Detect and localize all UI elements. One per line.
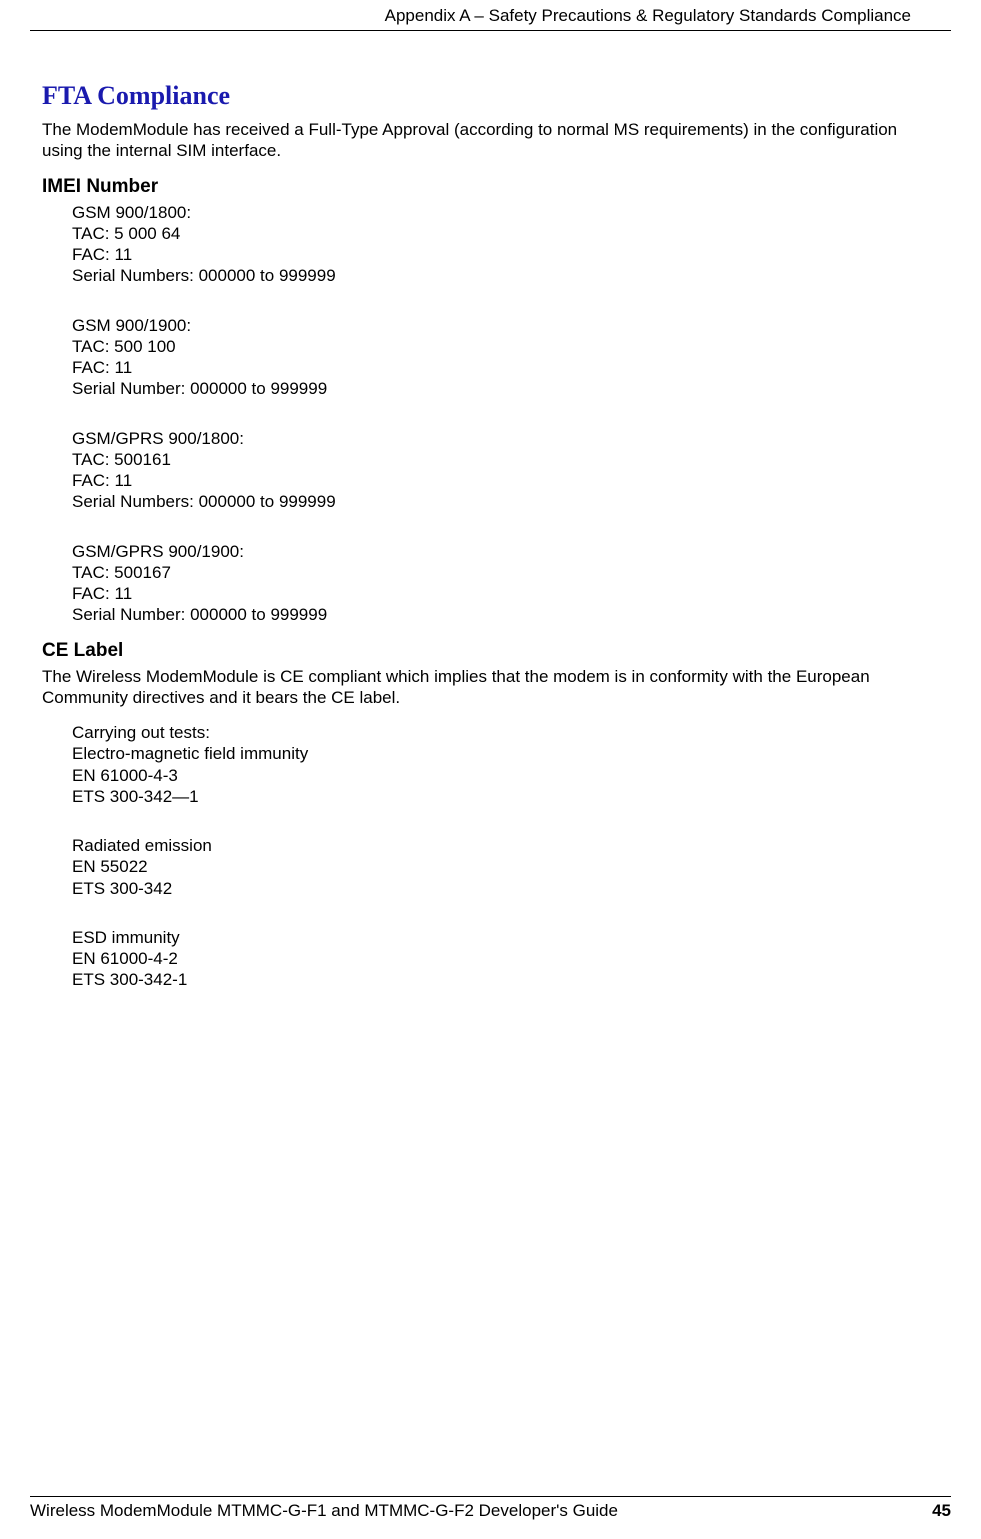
imei-line: TAC: 500 100 xyxy=(72,336,939,357)
page-content: FTA Compliance The ModemModule has recei… xyxy=(0,31,981,991)
imei-line: Serial Numbers: 000000 to 999999 xyxy=(72,265,939,286)
ce-line: ETS 300-342 xyxy=(72,878,939,899)
document-page: Appendix A – Safety Precautions & Regula… xyxy=(0,0,981,1539)
ce-line: EN 61000-4-3 xyxy=(72,765,939,786)
page-number: 45 xyxy=(932,1501,951,1521)
imei-block-2: GSM/GPRS 900/1800: TAC: 500161 FAC: 11 S… xyxy=(42,428,939,513)
imei-line: Serial Number: 000000 to 999999 xyxy=(72,378,939,399)
imei-block-0: GSM 900/1800: TAC: 5 000 64 FAC: 11 Seri… xyxy=(42,202,939,287)
ce-line: EN 55022 xyxy=(72,856,939,877)
imei-line: TAC: 5 000 64 xyxy=(72,223,939,244)
ce-block-2: ESD immunity EN 61000-4-2 ETS 300-342-1 xyxy=(42,927,939,991)
imei-line: Serial Numbers: 000000 to 999999 xyxy=(72,491,939,512)
imei-line: GSM 900/1900: xyxy=(72,315,939,336)
ce-line: Radiated emission xyxy=(72,835,939,856)
imei-heading: IMEI Number xyxy=(42,176,939,198)
imei-line: FAC: 11 xyxy=(72,470,939,491)
main-heading: FTA Compliance xyxy=(42,81,939,111)
ce-block-1: Radiated emission EN 55022 ETS 300-342 xyxy=(42,835,939,899)
ce-line: EN 61000-4-2 xyxy=(72,948,939,969)
ce-line: ETS 300-342—1 xyxy=(72,786,939,807)
imei-line: Serial Number: 000000 to 999999 xyxy=(72,604,939,625)
page-header: Appendix A – Safety Precautions & Regula… xyxy=(30,0,951,31)
imei-line: TAC: 500161 xyxy=(72,449,939,470)
ce-line: ETS 300-342-1 xyxy=(72,969,939,990)
ce-block-0: Carrying out tests: Electro-magnetic fie… xyxy=(42,722,939,807)
imei-line: GSM/GPRS 900/1800: xyxy=(72,428,939,449)
ce-line: Carrying out tests: xyxy=(72,722,939,743)
ce-heading: CE Label xyxy=(42,640,939,662)
imei-block-1: GSM 900/1900: TAC: 500 100 FAC: 11 Seria… xyxy=(42,315,939,400)
ce-line: Electro-magnetic field immunity xyxy=(72,743,939,764)
header-text: Appendix A – Safety Precautions & Regula… xyxy=(385,6,911,25)
imei-line: GSM 900/1800: xyxy=(72,202,939,223)
intro-paragraph: The ModemModule has received a Full-Type… xyxy=(42,119,939,162)
imei-block-3: GSM/GPRS 900/1900: TAC: 500167 FAC: 11 S… xyxy=(42,541,939,626)
ce-intro-paragraph: The Wireless ModemModule is CE compliant… xyxy=(42,666,939,709)
footer-left-text: Wireless ModemModule MTMMC-G-F1 and MTMM… xyxy=(30,1501,618,1521)
page-footer: Wireless ModemModule MTMMC-G-F1 and MTMM… xyxy=(30,1496,951,1521)
imei-line: TAC: 500167 xyxy=(72,562,939,583)
imei-line: FAC: 11 xyxy=(72,244,939,265)
imei-line: GSM/GPRS 900/1900: xyxy=(72,541,939,562)
imei-line: FAC: 11 xyxy=(72,357,939,378)
imei-line: FAC: 11 xyxy=(72,583,939,604)
ce-line: ESD immunity xyxy=(72,927,939,948)
